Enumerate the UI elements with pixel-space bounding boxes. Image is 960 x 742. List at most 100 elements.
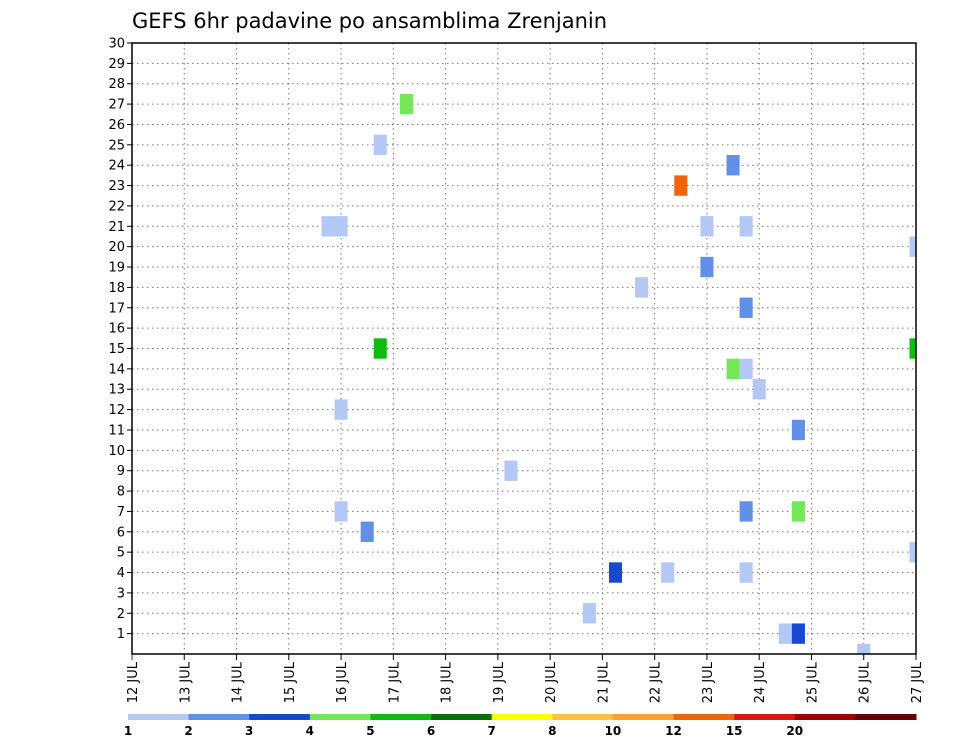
- colorbar-label: 5: [366, 724, 374, 738]
- precip-cell: [739, 216, 753, 237]
- precip-cell: [726, 358, 740, 380]
- colorbar: 1 2 3 4 5 6 7 8 10 12 15 20: [124, 714, 917, 738]
- x-tick-label: 12 JUL: [126, 661, 141, 703]
- precip-cell: [608, 562, 622, 583]
- x-tick-label: 17 JUL: [387, 661, 402, 703]
- x-tick-label: 19 JUL: [492, 661, 507, 703]
- y-tick-label: 23: [108, 179, 125, 194]
- precip-cell: [909, 541, 916, 563]
- colorbar-segment: [734, 714, 796, 720]
- precip-cell: [373, 338, 387, 359]
- colorbar-label: 20: [786, 724, 803, 738]
- x-tick-label: 26 JUL: [858, 661, 873, 703]
- y-tick-label: 15: [108, 342, 125, 357]
- colorbar-label: 10: [605, 724, 622, 738]
- y-tick-label: 14: [108, 362, 125, 377]
- y-tick-label: 13: [108, 383, 125, 398]
- colorbar-segment: [794, 714, 856, 720]
- precip-cell: [791, 501, 805, 522]
- y-tick-label: 26: [108, 118, 125, 133]
- colorbar-label: 15: [726, 724, 743, 738]
- x-tick-label: 25 JUL: [805, 661, 820, 703]
- y-tick-label: 16: [108, 322, 125, 337]
- y-tick-label: 12: [108, 403, 125, 418]
- y-tick-label: 8: [117, 485, 125, 500]
- colorbar-label: 7: [488, 724, 496, 738]
- precip-cell: [504, 460, 518, 481]
- colorbar-label: 2: [184, 724, 192, 738]
- colorbar-segment: [552, 714, 614, 720]
- y-tick-label: 22: [108, 199, 125, 214]
- y-tick-label: 1: [117, 627, 125, 642]
- precip-cell: [635, 277, 649, 298]
- precip-cell: [752, 379, 766, 400]
- x-tick-label: 24 JUL: [753, 661, 768, 703]
- y-tick-label: 9: [117, 464, 125, 479]
- colorbar-segment: [370, 714, 432, 720]
- colorbar-label: 1: [124, 724, 132, 738]
- precip-cell: [321, 216, 335, 237]
- colorbar-label: 6: [427, 724, 435, 738]
- y-tick-label: 6: [117, 525, 125, 540]
- precip-cell: [739, 562, 753, 583]
- precip-cell: [778, 623, 792, 644]
- y-tick-label: 25: [108, 138, 125, 153]
- precip-cell: [739, 297, 753, 318]
- precip-cell: [360, 521, 374, 542]
- x-tick-label: 16 JUL: [335, 661, 350, 703]
- colorbar-segment: [128, 714, 190, 720]
- y-tick-label: 17: [108, 301, 125, 316]
- x-tick-label: 13 JUL: [178, 661, 193, 703]
- x-tick-label: 23 JUL: [701, 661, 716, 703]
- precip-cell: [582, 603, 596, 624]
- colorbar-label: 12: [665, 724, 682, 738]
- colorbar-label: 8: [548, 724, 556, 738]
- x-tick-label: 22 JUL: [649, 661, 664, 703]
- precip-cell: [661, 562, 675, 583]
- y-tick-label: 27: [108, 98, 125, 113]
- precip-cell: [334, 399, 348, 420]
- y-tick-label: 2: [117, 607, 125, 622]
- y-tick-label: 30: [108, 37, 125, 52]
- y-tick-label: 24: [108, 159, 125, 174]
- y-tick-label: 20: [108, 240, 125, 255]
- y-tick-label: 29: [108, 57, 125, 72]
- y-tick-label: 19: [108, 261, 125, 276]
- x-tick-label: 20 JUL: [544, 661, 559, 703]
- axis-layer: 1234567891011121314151617181920212223242…: [108, 37, 925, 704]
- y-tick-label: 7: [117, 505, 125, 520]
- x-tick-label: 27 JUL: [910, 661, 925, 703]
- precip-cell: [334, 216, 348, 237]
- precip-cell: [334, 501, 348, 522]
- grid-layer: [132, 43, 916, 654]
- y-tick-label: 18: [108, 281, 125, 296]
- colorbar-label: 4: [306, 724, 314, 738]
- colorbar-segment: [309, 714, 371, 720]
- precip-cell: [909, 236, 916, 257]
- colorbar-segment: [491, 714, 553, 720]
- precip-cell: [739, 501, 753, 522]
- precip-cell: [857, 643, 871, 654]
- precip-cell: [700, 256, 714, 278]
- colorbar-segment: [855, 714, 917, 720]
- precip-cell: [674, 175, 688, 196]
- y-tick-label: 4: [117, 566, 125, 581]
- x-tick-label: 15 JUL: [283, 661, 298, 703]
- colorbar-label: 3: [245, 724, 253, 738]
- x-tick-label: 14 JUL: [231, 661, 246, 703]
- colorbar-segment: [188, 714, 250, 720]
- precip-cell: [791, 623, 805, 644]
- cell-layer: [321, 93, 916, 654]
- y-tick-label: 3: [117, 586, 125, 601]
- x-tick-label: 21 JUL: [596, 661, 611, 703]
- precip-cell: [909, 338, 916, 359]
- precip-cell: [373, 134, 387, 156]
- colorbar-segment: [612, 714, 675, 720]
- colorbar-segment: [431, 714, 493, 720]
- precip-cell: [726, 155, 740, 176]
- colorbar-segment: [249, 714, 311, 720]
- plot-frame: [131, 42, 917, 655]
- precip-cell: [399, 93, 413, 115]
- chart-title: GEFS 6hr padavine po ansamblima Zrenjani…: [132, 9, 607, 33]
